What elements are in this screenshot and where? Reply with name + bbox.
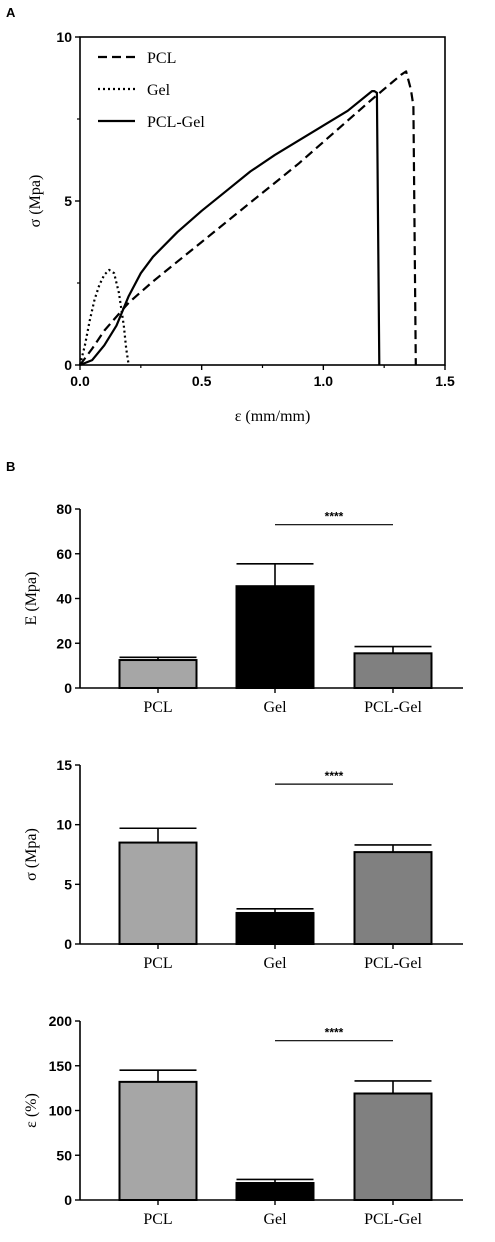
category-label-pcl: PCL: [143, 699, 172, 716]
bar-pcl-gel: [353, 652, 433, 689]
y-tick-label: 5: [64, 876, 72, 892]
y-axis-title: σ (Mpa): [23, 828, 40, 881]
y-tick-label: 200: [49, 1013, 73, 1029]
x-tick-label: 1.0: [314, 373, 334, 389]
y-tick-label: 0: [64, 936, 72, 952]
legend-label-gel: Gel: [147, 82, 171, 99]
y-tick-label: 0: [64, 680, 72, 696]
y-tick-label: 0: [64, 1192, 72, 1208]
y-tick-label: 15: [56, 757, 72, 773]
y-tick-label: 100: [49, 1103, 73, 1119]
y-tick-label: 60: [56, 546, 72, 562]
x-tick-label: 0.0: [70, 373, 90, 389]
plot-frame: [79, 36, 446, 366]
y-tick-label: 5: [64, 193, 72, 209]
series-line-gel: [78, 268, 130, 366]
legend-label-pcl: PCL: [147, 50, 176, 67]
bar-pcl-gel: [353, 851, 433, 946]
y-tick-label: 50: [56, 1147, 72, 1163]
category-label-gel: Gel: [263, 955, 287, 972]
y-tick-label: 0: [64, 357, 72, 373]
significance-label: ****: [325, 769, 344, 783]
category-label-pcl-gel: PCL-Gel: [364, 699, 422, 716]
y-tick-label: 150: [49, 1058, 73, 1074]
y-axis-title: E (Mpa): [23, 572, 40, 626]
category-label-gel: Gel: [263, 1211, 287, 1228]
category-label-pcl: PCL: [143, 1211, 172, 1228]
x-axis-title: ε (mm/mm): [235, 408, 311, 425]
y-tick-label: 10: [56, 29, 72, 45]
y-tick-label: 20: [56, 635, 72, 651]
bar-pcl: [118, 841, 198, 945]
series-line-pcl: [79, 70, 417, 366]
significance-label: ****: [325, 510, 344, 524]
stress-bar-chart: 0 5 10 15 σ (Mpa) PCL Gel PCL-Gel ****: [23, 757, 463, 972]
y-axis-title: σ (Mpa): [27, 175, 44, 228]
strain-bar-chart: 0 50 100 150 200 ε (%) PCL Gel PCL-Gel ****: [23, 1013, 463, 1228]
modulus-bar-chart: 0 20 40 60 80 E (Mpa) PCL Gel PCL-Gel ****: [23, 501, 463, 716]
y-tick-label: 40: [56, 591, 72, 607]
bar-gel: [235, 1181, 315, 1201]
bar-pcl: [118, 1080, 198, 1201]
bar-gel: [235, 911, 315, 945]
legend-label-pcl-gel: PCL-Gel: [147, 114, 205, 131]
bar-gel: [235, 585, 315, 689]
bar-pcl: [118, 659, 198, 689]
x-tick-label: 0.5: [192, 373, 212, 389]
y-axis-title: ε (%): [23, 1093, 40, 1128]
category-label-pcl-gel: PCL-Gel: [364, 1211, 422, 1228]
category-label-gel: Gel: [263, 699, 287, 716]
panel-letter-b: B: [6, 459, 15, 474]
series-line-pcl-gel: [79, 89, 381, 367]
x-tick-label: 1.5: [435, 373, 455, 389]
panel-letter-a: A: [6, 5, 16, 20]
category-label-pcl: PCL: [143, 955, 172, 972]
significance-label: ****: [325, 1026, 344, 1040]
bar-pcl-gel: [353, 1092, 433, 1201]
y-tick-label: 80: [56, 501, 72, 517]
category-label-pcl-gel: PCL-Gel: [364, 955, 422, 972]
y-tick-label: 10: [56, 817, 72, 833]
stress-strain-chart: 0.0 0.5 1.0 1.5 0 5 10 ε (mm/mm) σ (Mpa) PCL Gel PC…: [27, 29, 455, 425]
